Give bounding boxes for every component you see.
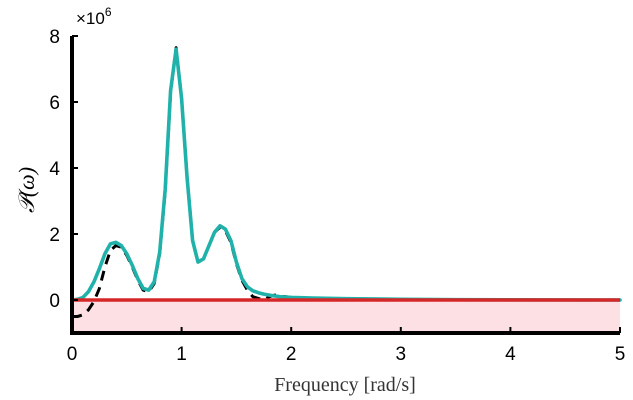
y-axis-title: 𝒫(ω) [14, 167, 39, 213]
y-tick-label: 0 [49, 291, 60, 312]
x-tick-label: 3 [396, 344, 407, 365]
x-axis-title: Frequency [rad/s] [274, 374, 416, 396]
y-exponent-label: ×106 [76, 5, 112, 28]
series-layer [70, 46, 622, 318]
y-tick-label: 8 [49, 27, 60, 48]
negative-region-band [72, 300, 620, 333]
series-line-solid [70, 47, 622, 302]
y-tick-label: 2 [49, 225, 60, 246]
x-tick-label: 4 [505, 344, 516, 365]
labels-layer: ×106 Frequency [rad/s] 𝒫(ω) [14, 5, 416, 396]
y-tick-label: 4 [49, 159, 60, 180]
axes-layer: 0 1 2 3 4 5 0 2 4 6 8 [49, 27, 625, 365]
x-tick-label: 1 [176, 344, 187, 365]
y-tick-label: 6 [49, 93, 60, 114]
x-tick-label: 2 [286, 344, 297, 365]
x-tick-label: 5 [615, 344, 626, 365]
x-tick-label: 0 [67, 344, 78, 365]
plot-band-layer [72, 300, 620, 333]
